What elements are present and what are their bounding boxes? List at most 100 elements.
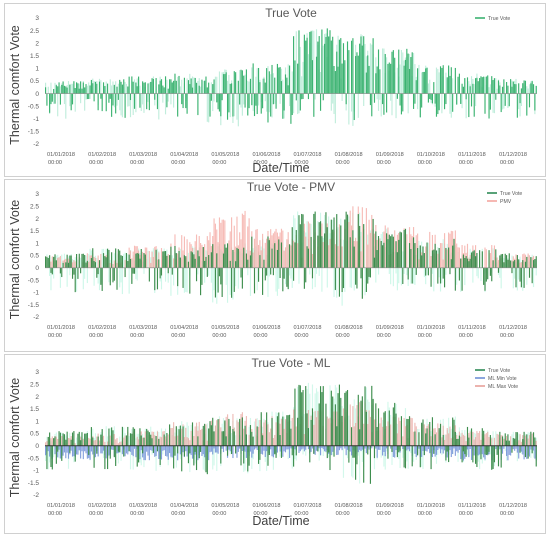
bar: [173, 258, 175, 268]
bar: [481, 445, 483, 464]
bar: [82, 82, 84, 94]
bar: [390, 236, 392, 268]
bar: [453, 238, 455, 268]
bar: [421, 72, 423, 94]
y-tick-label: 0.5: [30, 253, 39, 260]
bar: [241, 70, 243, 94]
bar: [66, 267, 68, 287]
bar: [235, 267, 237, 287]
bar: [472, 267, 474, 283]
bar: [129, 445, 132, 452]
bar: [132, 445, 134, 457]
bar: [328, 216, 330, 268]
bar: [391, 51, 393, 94]
bar: [266, 68, 268, 94]
bar: [392, 50, 394, 94]
bar: [321, 29, 323, 94]
bar: [530, 257, 532, 268]
bar: [212, 93, 214, 112]
bar: [493, 437, 496, 446]
x-tick-date: 01/07/2018: [294, 325, 322, 331]
bar: [93, 260, 95, 268]
bar: [311, 253, 314, 268]
bar: [305, 445, 307, 456]
bar: [204, 423, 206, 446]
bar: [350, 225, 353, 268]
bar: [439, 267, 442, 284]
bar: [336, 267, 338, 298]
bar: [348, 445, 350, 463]
y-tick-label: -0.5: [28, 103, 40, 110]
bar: [500, 445, 502, 468]
bar: [462, 254, 465, 268]
bar: [334, 93, 336, 124]
bar: [50, 438, 52, 446]
bar: [187, 438, 190, 446]
bar: [233, 93, 235, 117]
bar: [213, 79, 215, 94]
bar: [267, 424, 269, 446]
bar: [353, 426, 355, 446]
bar: [365, 72, 367, 94]
bar: [306, 37, 308, 94]
bar: [514, 438, 516, 446]
bar: [402, 52, 404, 94]
bar: [45, 256, 47, 268]
x-tick-time: 00:00: [171, 160, 185, 166]
bar: [195, 234, 198, 268]
bar: [100, 267, 102, 285]
bar: [189, 445, 191, 454]
bar: [252, 93, 254, 112]
x-tick-date: 01/04/2018: [170, 152, 198, 158]
bar: [294, 388, 296, 446]
bar: [367, 267, 369, 284]
bar: [363, 445, 365, 483]
bar: [364, 445, 366, 449]
bar: [298, 267, 300, 284]
bar: [387, 239, 389, 268]
bar: [233, 431, 235, 446]
bar: [270, 74, 272, 94]
bar: [460, 436, 462, 446]
bar: [123, 427, 125, 446]
bar: [59, 445, 61, 459]
bar: [124, 445, 126, 457]
bar: [205, 76, 207, 94]
bar: [310, 31, 312, 94]
bar: [264, 82, 266, 94]
bar: [57, 438, 59, 446]
bar: [280, 445, 283, 458]
bar: [346, 445, 349, 459]
bar: [59, 93, 61, 105]
bar: [395, 267, 397, 274]
bar: [139, 85, 141, 94]
bar: [445, 93, 447, 105]
bar: [251, 236, 253, 268]
bar: [186, 239, 188, 268]
bar: [54, 93, 56, 104]
bar: [497, 434, 500, 446]
legend-entry: ML Max Vote: [488, 384, 518, 390]
bar: [303, 267, 305, 289]
bar: [437, 68, 439, 94]
bar: [381, 48, 384, 94]
bar: [369, 267, 371, 278]
bar: [111, 427, 113, 446]
bar: [309, 267, 311, 275]
bar: [198, 421, 200, 446]
bar: [412, 431, 415, 446]
bar: [520, 445, 522, 452]
bar: [496, 434, 498, 446]
bar: [406, 445, 408, 451]
bar: [236, 445, 238, 458]
bar: [302, 445, 304, 449]
bar: [54, 445, 56, 455]
bar: [271, 418, 273, 446]
bar: [388, 234, 390, 268]
bar: [82, 439, 84, 446]
bar: [433, 82, 435, 94]
bar: [364, 386, 366, 446]
bar: [158, 93, 160, 120]
bar: [530, 83, 532, 94]
